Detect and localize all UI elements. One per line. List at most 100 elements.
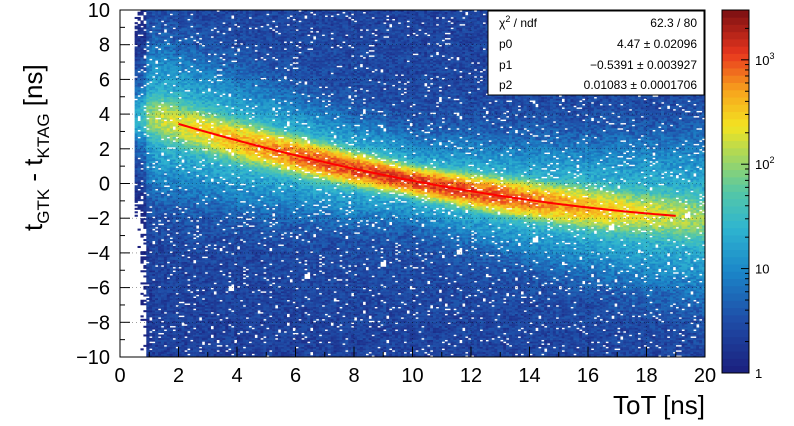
heatmap-cell: [149, 53, 152, 55]
heatmap-cell: [164, 157, 167, 159]
heatmap-cell: [170, 338, 173, 340]
heatmap-cell: [196, 29, 199, 31]
heatmap-cell: [135, 74, 138, 76]
heatmap-cell: [179, 102, 182, 104]
heatmap-cell: [193, 157, 196, 159]
heatmap-cell: [179, 272, 182, 274]
heatmap-cell: [202, 291, 205, 293]
heatmap-cell: [202, 126, 205, 128]
heatmap-cell: [140, 170, 143, 172]
heatmap-cell: [164, 33, 167, 35]
heatmap-cell: [149, 178, 152, 180]
heatmap-cell: [179, 116, 182, 118]
heatmap-cell: [140, 22, 143, 24]
heatmap-cell: [138, 88, 141, 90]
heatmap-cell: [196, 291, 199, 293]
heatmap-cell: [146, 345, 149, 347]
heatmap-cell: [190, 140, 193, 142]
heatmap-cell: [190, 116, 193, 118]
heatmap-cell: [199, 293, 202, 295]
heatmap-cell: [193, 223, 196, 225]
heatmap-cell: [138, 50, 141, 52]
heatmap-cell: [167, 40, 170, 42]
heatmap-cell: [190, 40, 193, 42]
heatmap-cell: [152, 88, 155, 90]
heatmap-cell: [205, 43, 208, 45]
heatmap-cell: [161, 225, 164, 227]
heatmap-cell: [143, 310, 146, 312]
heatmap-cell: [202, 46, 205, 48]
heatmap-cell: [205, 67, 208, 69]
heatmap-cell: [143, 40, 146, 42]
heatmap-cell: [140, 98, 143, 100]
heatmap-cell: [193, 317, 196, 319]
heatmap-cell: [193, 137, 196, 139]
heatmap-cell: [181, 265, 184, 267]
heatmap-cell: [155, 352, 158, 354]
heatmap-cell: [190, 282, 193, 284]
heatmap-cell: [193, 178, 196, 180]
heatmap-cell: [161, 328, 164, 330]
heatmap-cell: [187, 67, 190, 69]
heatmap-cell: [190, 234, 193, 236]
heatmap-cell: [152, 220, 155, 222]
heatmap-cell: [208, 234, 211, 236]
heatmap-cell: [170, 140, 173, 142]
heatmap-cell: [181, 26, 184, 28]
heatmap-cell: [193, 185, 196, 187]
heatmap-cell: [181, 15, 184, 17]
heatmap-cell: [167, 324, 170, 326]
heatmap-cell: [176, 140, 179, 142]
heatmap-cell: [146, 237, 149, 239]
heatmap-cell: [143, 19, 146, 21]
heatmap-cell: [140, 33, 143, 35]
heatmap-cell: [196, 92, 199, 94]
heatmap-cell: [149, 199, 152, 201]
heatmap-cell: [181, 244, 184, 246]
heatmap-cell: [173, 130, 176, 132]
heatmap-cell: [196, 296, 199, 298]
heatmap-cell: [184, 88, 187, 90]
heatmap-cell: [196, 177, 199, 179]
heatmap-cell: [161, 36, 164, 38]
heatmap-cell: [152, 171, 155, 173]
heatmap-cell: [173, 303, 176, 305]
heatmap-cell: [164, 324, 167, 326]
heatmap-cell: [158, 230, 161, 232]
heatmap-cell: [181, 64, 184, 66]
heatmap-cell: [140, 85, 143, 87]
heatmap-cell: [179, 213, 182, 215]
heatmap-cell: [155, 57, 158, 59]
heatmap-cell: [202, 22, 205, 24]
heatmap-cell: [140, 178, 143, 180]
heatmap-cell: [161, 255, 164, 257]
heatmap-cell: [193, 251, 196, 253]
heatmap-cell: [199, 171, 202, 173]
heatmap-cell: [164, 352, 167, 354]
heatmap-cell: [170, 130, 173, 132]
heatmap-cell: [173, 248, 176, 250]
heatmap-cell: [170, 85, 173, 87]
heatmap-cell: [164, 203, 167, 205]
heatmap-cell: [187, 293, 190, 295]
heatmap-cell: [173, 12, 176, 14]
heatmap-cell: [140, 12, 143, 14]
heatmap-cell: [190, 279, 193, 281]
heatmap-cell: [193, 199, 196, 201]
heatmap-cell: [179, 199, 182, 201]
heatmap-cell: [146, 40, 149, 42]
heatmap-cell: [138, 67, 141, 69]
heatmap-cell: [170, 29, 173, 31]
heatmap-cell: [184, 81, 187, 83]
heatmap-cell: [140, 319, 143, 321]
heatmap-cell: [184, 196, 187, 198]
heatmap-cell: [202, 166, 205, 168]
heatmap-cell: [196, 116, 199, 118]
heatmap-cell: [205, 255, 208, 257]
heatmap-cell: [158, 258, 161, 260]
heatmap-cell: [149, 203, 152, 205]
heatmap-cell: [202, 144, 205, 146]
heatmap-cell: [161, 50, 164, 52]
heatmap-cell: [202, 98, 205, 100]
heatmap-cell: [152, 53, 155, 55]
